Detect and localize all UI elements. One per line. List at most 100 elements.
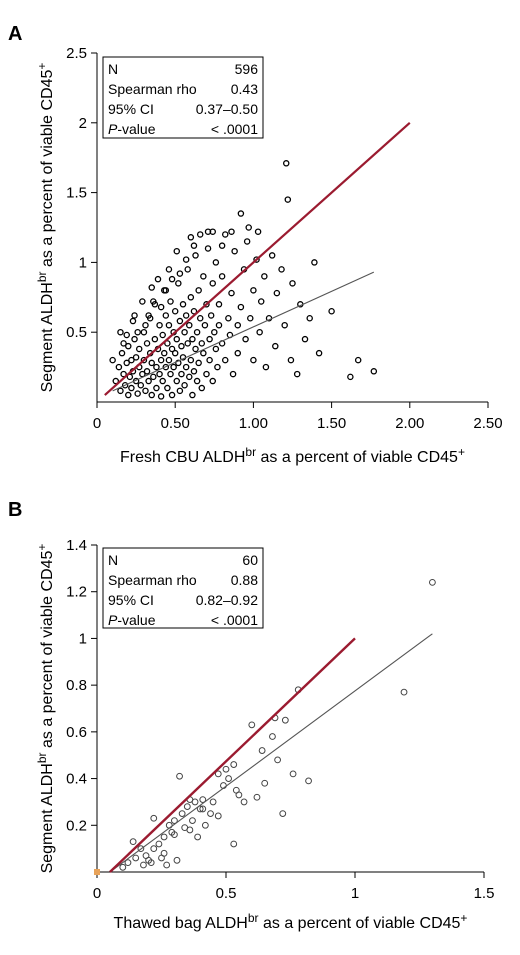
data-point xyxy=(163,861,171,869)
data-point xyxy=(139,298,146,305)
data-point xyxy=(293,370,301,378)
data-point xyxy=(193,328,201,336)
data-point xyxy=(132,854,140,862)
data-point xyxy=(128,384,135,392)
data-point xyxy=(187,294,195,301)
data-point xyxy=(150,845,158,853)
data-point xyxy=(240,798,248,806)
data-point xyxy=(126,373,134,381)
stat-label: Spearman rho xyxy=(108,81,197,97)
data-point xyxy=(282,160,290,167)
data-point xyxy=(190,242,198,249)
data-point xyxy=(178,342,185,350)
data-point xyxy=(139,370,146,378)
data-point xyxy=(167,370,174,378)
data-point xyxy=(301,335,309,343)
stats-box-frame xyxy=(102,547,264,629)
x-tick-label: 1 xyxy=(351,885,359,902)
data-point xyxy=(117,387,124,395)
data-point xyxy=(148,391,155,399)
x-tick-label: 2.50 xyxy=(473,415,502,432)
x-tick-label: 0.5 xyxy=(216,885,237,902)
x-tick-label: 1.5 xyxy=(474,885,495,902)
data-point xyxy=(176,317,184,325)
data-point xyxy=(171,349,179,357)
data-point xyxy=(165,321,173,329)
data-point xyxy=(272,342,279,350)
y-tick-label: 0.4 xyxy=(66,771,87,788)
data-point xyxy=(250,287,257,294)
data-point xyxy=(221,231,229,238)
data-point xyxy=(173,335,181,343)
regression-line xyxy=(112,271,375,392)
data-point xyxy=(176,387,184,395)
data-point xyxy=(247,314,254,322)
origin-marker xyxy=(94,869,100,875)
y-tick-label: 1 xyxy=(79,630,87,647)
data-point xyxy=(189,335,196,343)
data-point xyxy=(212,345,220,353)
data-point xyxy=(218,273,226,280)
y-tick-label: 2.5 xyxy=(66,45,87,62)
data-point xyxy=(164,340,171,347)
data-point xyxy=(161,349,168,357)
data-point xyxy=(215,321,223,329)
data-point xyxy=(117,328,124,336)
data-point xyxy=(190,308,198,315)
data-point xyxy=(234,321,242,329)
data-point xyxy=(281,716,289,724)
y-tick-label: 0.6 xyxy=(66,724,87,741)
stat-value: 0.88 xyxy=(231,572,258,588)
data-point xyxy=(186,826,194,834)
data-point xyxy=(269,733,276,740)
data-point xyxy=(184,266,191,273)
data-point xyxy=(176,270,184,277)
data-point xyxy=(120,370,127,378)
data-point xyxy=(143,368,151,375)
data-point xyxy=(131,312,138,319)
data-point xyxy=(150,373,157,381)
data-point xyxy=(206,356,213,364)
data-point xyxy=(429,578,436,586)
data-point xyxy=(153,384,160,392)
data-point xyxy=(235,791,243,799)
data-point xyxy=(157,303,165,311)
data-point xyxy=(187,356,195,364)
data-point xyxy=(173,856,181,864)
data-point xyxy=(281,321,288,329)
data-point xyxy=(237,210,245,217)
data-point xyxy=(305,777,312,785)
data-point xyxy=(181,328,188,336)
data-point xyxy=(328,308,335,315)
data-point xyxy=(129,838,137,846)
x-tick-label: 0 xyxy=(93,415,101,432)
data-point xyxy=(112,377,120,385)
data-point xyxy=(181,381,188,389)
data-point xyxy=(203,301,210,308)
data-point xyxy=(192,252,199,259)
data-point xyxy=(123,331,130,339)
data-point xyxy=(201,321,209,329)
data-point xyxy=(150,298,157,305)
y-tick-label: 0.5 xyxy=(66,324,87,341)
data-point xyxy=(125,391,132,399)
data-point xyxy=(218,242,226,249)
data-point xyxy=(284,196,292,203)
x-tick-label: 2.00 xyxy=(395,415,424,432)
identity-line xyxy=(109,637,356,873)
y-tick-label: 0.2 xyxy=(66,817,87,834)
data-point xyxy=(179,301,187,308)
data-point xyxy=(140,328,148,336)
y-tick-label: 1.2 xyxy=(66,584,87,601)
data-point xyxy=(242,335,249,343)
data-point xyxy=(184,340,191,347)
y-tick-label: 1.5 xyxy=(66,185,87,202)
stat-label: Spearman rho xyxy=(108,572,197,588)
data-point xyxy=(168,345,176,353)
stat-value: < .0001 xyxy=(211,612,258,628)
data-point xyxy=(160,849,168,857)
data-point xyxy=(145,312,152,319)
data-point xyxy=(132,354,140,361)
data-point xyxy=(121,381,129,389)
